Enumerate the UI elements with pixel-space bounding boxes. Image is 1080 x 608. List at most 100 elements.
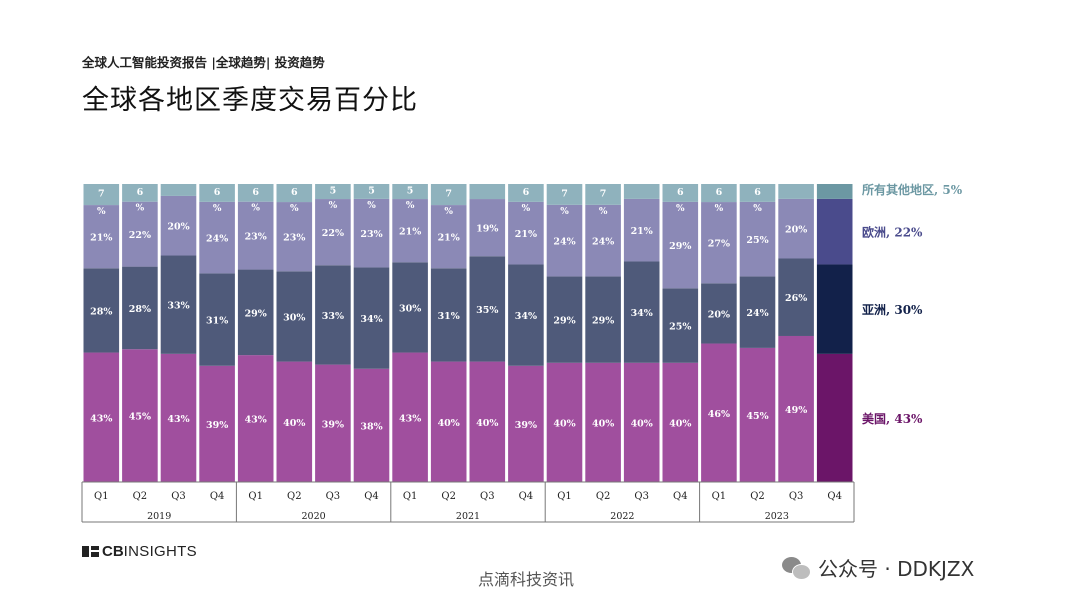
data-label-other: 7 xyxy=(561,188,568,199)
bar-segment-europe xyxy=(739,201,776,277)
bar-segment-other xyxy=(778,184,814,199)
data-label-other: 6 xyxy=(677,187,684,198)
data-label-other-percent: % xyxy=(290,204,299,214)
bar-segment-us xyxy=(816,353,853,482)
bar-segment-europe xyxy=(276,202,313,272)
data-label-europe: 27% xyxy=(708,239,730,250)
bar-segment-asia xyxy=(508,264,544,366)
bar-segment-us xyxy=(199,365,235,482)
bar-segment-us xyxy=(469,361,506,482)
bar-segment-asia xyxy=(816,264,853,354)
bar-segment-asia xyxy=(315,265,351,365)
data-label-asia: 25% xyxy=(669,322,691,333)
bar-segment-us xyxy=(237,355,274,482)
year-label: 2021 xyxy=(456,511,480,522)
data-label-other: 7 xyxy=(98,189,105,200)
bar-segment-other xyxy=(662,184,699,202)
data-label-europe: 23% xyxy=(360,229,382,240)
logo-insights-text: INSIGHTS xyxy=(123,543,197,560)
data-label-asia: 24% xyxy=(746,308,768,319)
data-label-us: 49% xyxy=(785,405,807,416)
data-label-asia: 28% xyxy=(129,304,151,315)
data-label-europe: 21% xyxy=(90,233,112,244)
data-label-other-percent: % xyxy=(97,207,106,217)
bar-segment-asia xyxy=(122,266,158,350)
bar-segment-asia xyxy=(585,276,621,363)
data-label-europe: 21% xyxy=(631,226,653,237)
data-label-other-percent: % xyxy=(329,201,338,211)
bar-segment-other xyxy=(430,184,467,206)
bar-segment-europe xyxy=(392,199,428,263)
bar-segment-asia xyxy=(237,269,274,356)
data-label-other: 6 xyxy=(291,187,298,198)
bar-segment-us xyxy=(623,362,660,482)
data-label-us: 40% xyxy=(592,418,614,429)
bar-segment-asia xyxy=(739,276,776,348)
bar-segment-asia xyxy=(353,267,390,369)
data-label-us: 43% xyxy=(399,413,421,424)
data-label-europe: 25% xyxy=(746,235,768,246)
bar-segment-europe xyxy=(469,199,506,257)
x-tick-label: Q1 xyxy=(94,491,109,502)
bar-segment-us xyxy=(392,352,428,482)
x-tick-label: Q2 xyxy=(596,491,611,502)
data-label-europe: 21% xyxy=(515,229,537,240)
bar-segment-asia xyxy=(83,268,120,353)
data-label-other-percent: % xyxy=(406,201,415,211)
data-label-us: 45% xyxy=(746,411,768,422)
data-label-other: 6 xyxy=(754,187,761,198)
data-label-asia: 31% xyxy=(438,311,460,322)
data-label-other-percent: % xyxy=(560,207,569,217)
data-label-europe: 22% xyxy=(129,230,151,241)
data-label-other: 5 xyxy=(368,185,375,196)
data-label-other: 6 xyxy=(716,187,723,198)
data-label-us: 40% xyxy=(631,418,653,429)
data-label-europe: 23% xyxy=(283,233,305,244)
bar-segment-asia xyxy=(430,268,467,362)
bar-segment-other xyxy=(122,184,158,202)
data-label-us: 39% xyxy=(206,420,228,431)
x-tick-label: Q3 xyxy=(326,491,341,502)
data-label-us: 40% xyxy=(438,418,460,429)
data-label-asia: 34% xyxy=(515,311,537,322)
cbinsights-logo: CB INSIGHTS xyxy=(82,543,197,560)
data-label-europe: 24% xyxy=(206,234,228,245)
x-tick-label: Q4 xyxy=(519,491,534,502)
bar-segment-other xyxy=(623,184,660,199)
data-label-asia: 31% xyxy=(206,316,228,327)
data-label-asia: 33% xyxy=(322,311,344,322)
year-label: 2019 xyxy=(147,511,171,522)
bar-segment-us xyxy=(508,365,544,482)
source-caption: 点滴科技资讯 xyxy=(478,570,575,589)
x-tick-label: Q1 xyxy=(248,491,263,502)
bar-segment-europe xyxy=(623,198,660,262)
data-label-other-percent: % xyxy=(444,207,453,217)
data-label-us: 40% xyxy=(669,418,691,429)
bar-segment-us xyxy=(662,362,699,482)
x-tick-label: Q4 xyxy=(210,491,225,502)
data-label-other: 7 xyxy=(600,188,607,199)
data-label-asia: 26% xyxy=(785,293,807,304)
data-label-other: 6 xyxy=(137,187,144,198)
year-label: 2022 xyxy=(610,511,634,522)
bar-segment-other xyxy=(816,184,853,199)
data-label-other-percent: % xyxy=(367,201,376,211)
data-label-us: 46% xyxy=(708,409,730,420)
data-label-asia: 34% xyxy=(631,308,653,319)
bar-segment-asia xyxy=(160,255,197,354)
bar-segment-asia xyxy=(199,273,235,366)
data-label-us: 45% xyxy=(129,412,151,423)
legend-label-asia: 亚洲, 30% xyxy=(862,303,923,317)
data-label-europe: 23% xyxy=(245,232,267,243)
data-label-other: 6 xyxy=(214,187,221,198)
data-label-asia: 34% xyxy=(360,314,382,325)
bar-segment-us xyxy=(546,362,583,482)
bar-segment-us xyxy=(83,352,120,482)
x-tick-label: Q3 xyxy=(634,491,649,502)
data-label-other: 5 xyxy=(407,186,414,197)
bar-segment-other xyxy=(353,184,390,199)
data-label-us: 40% xyxy=(476,418,498,429)
data-label-other: 6 xyxy=(523,187,530,198)
data-label-other-percent: % xyxy=(599,207,608,217)
data-label-other-percent: % xyxy=(213,204,222,214)
